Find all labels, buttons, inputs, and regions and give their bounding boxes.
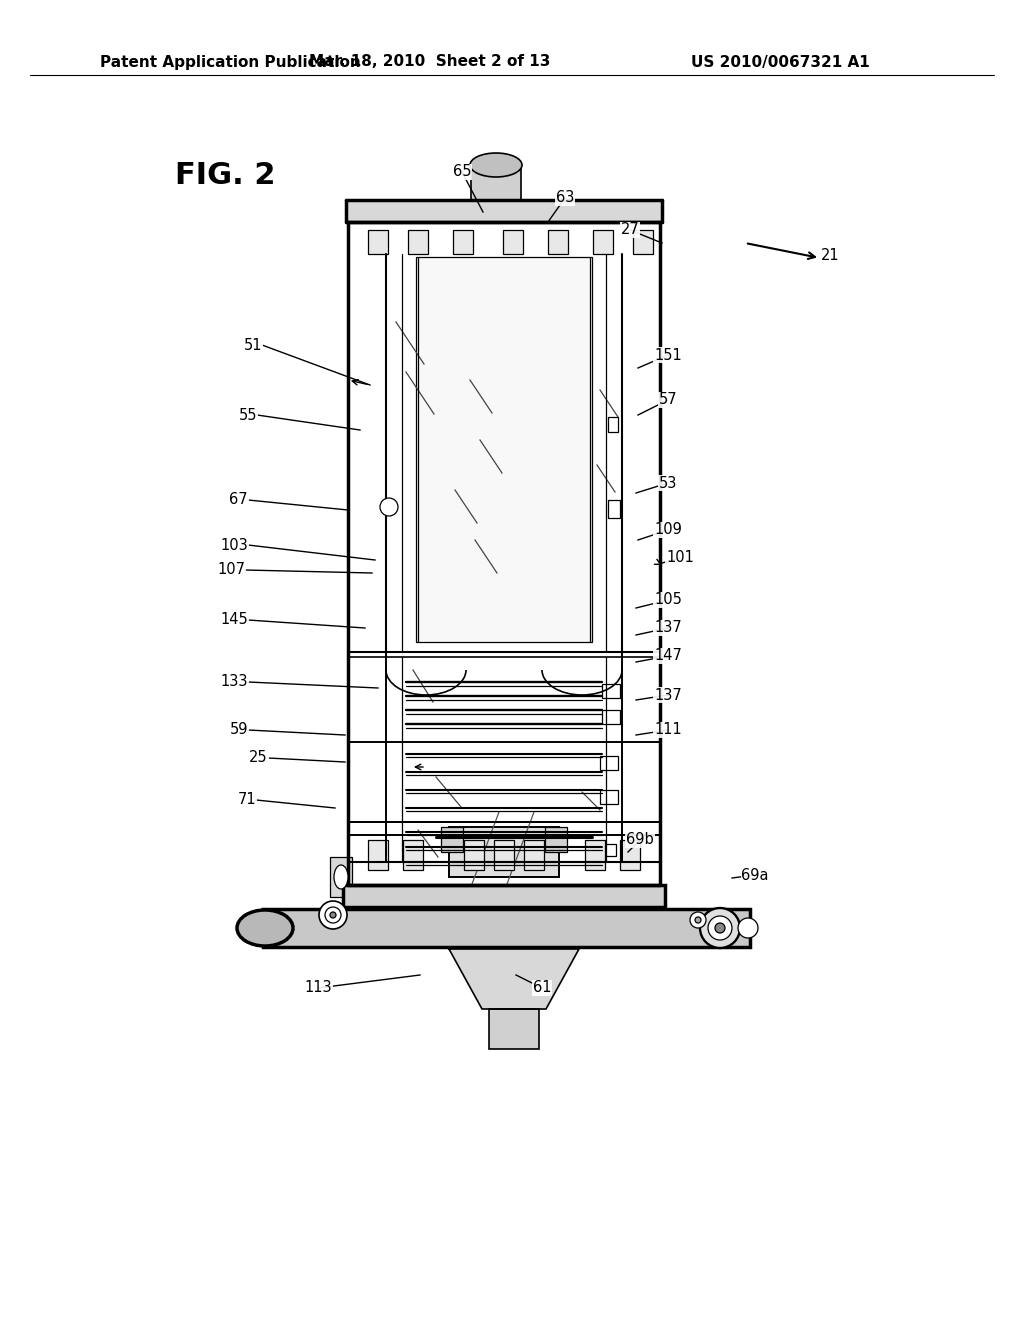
Bar bbox=[453, 230, 473, 253]
Text: 71: 71 bbox=[238, 792, 256, 808]
Bar bbox=[263, 909, 750, 946]
Text: 111: 111 bbox=[654, 722, 682, 738]
Bar bbox=[545, 828, 567, 851]
Circle shape bbox=[319, 902, 347, 929]
Text: 69b: 69b bbox=[626, 833, 654, 847]
Circle shape bbox=[690, 912, 706, 928]
Ellipse shape bbox=[237, 909, 293, 946]
Bar bbox=[368, 840, 388, 870]
Bar bbox=[600, 843, 616, 855]
Text: 21: 21 bbox=[820, 248, 840, 263]
Circle shape bbox=[708, 916, 732, 940]
Text: 151: 151 bbox=[654, 347, 682, 363]
Text: 109: 109 bbox=[654, 523, 682, 537]
Text: 133: 133 bbox=[220, 675, 248, 689]
Text: 55: 55 bbox=[239, 408, 257, 422]
Bar bbox=[403, 840, 423, 870]
Bar bbox=[600, 756, 618, 770]
Bar bbox=[471, 165, 521, 201]
Circle shape bbox=[700, 908, 740, 948]
Bar bbox=[608, 417, 618, 432]
Text: FIG. 2: FIG. 2 bbox=[175, 161, 275, 190]
Bar bbox=[441, 828, 463, 851]
Text: 59: 59 bbox=[229, 722, 248, 738]
Bar bbox=[408, 230, 428, 253]
Circle shape bbox=[330, 912, 336, 917]
Text: 67: 67 bbox=[229, 492, 248, 507]
Text: 53: 53 bbox=[658, 475, 677, 491]
Bar bbox=[602, 684, 620, 698]
Text: 27: 27 bbox=[621, 223, 639, 238]
Text: 103: 103 bbox=[220, 537, 248, 553]
Bar bbox=[494, 840, 514, 870]
Bar bbox=[620, 840, 640, 870]
Bar bbox=[585, 840, 605, 870]
Text: 137: 137 bbox=[654, 688, 682, 702]
Text: Mar. 18, 2010  Sheet 2 of 13: Mar. 18, 2010 Sheet 2 of 13 bbox=[309, 54, 551, 70]
Bar bbox=[416, 257, 592, 642]
Bar bbox=[449, 828, 559, 876]
Bar bbox=[593, 230, 613, 253]
Text: 69a: 69a bbox=[741, 867, 769, 883]
Bar bbox=[602, 710, 620, 723]
Text: 63: 63 bbox=[556, 190, 574, 206]
Polygon shape bbox=[449, 949, 579, 1008]
Text: 51: 51 bbox=[244, 338, 262, 352]
Bar bbox=[368, 230, 388, 253]
Bar bbox=[489, 1008, 539, 1049]
Text: Patent Application Publication: Patent Application Publication bbox=[100, 54, 360, 70]
Ellipse shape bbox=[334, 865, 348, 888]
Text: 57: 57 bbox=[658, 392, 677, 408]
Bar bbox=[548, 230, 568, 253]
Bar bbox=[608, 500, 620, 517]
Ellipse shape bbox=[470, 153, 522, 177]
Bar bbox=[633, 230, 653, 253]
Text: 147: 147 bbox=[654, 648, 682, 664]
Circle shape bbox=[695, 917, 701, 923]
Text: 145: 145 bbox=[220, 612, 248, 627]
Text: 137: 137 bbox=[654, 620, 682, 635]
Circle shape bbox=[325, 907, 341, 923]
Bar bbox=[600, 789, 618, 804]
Bar bbox=[524, 840, 544, 870]
Text: US 2010/0067321 A1: US 2010/0067321 A1 bbox=[691, 54, 870, 70]
Text: 105: 105 bbox=[654, 593, 682, 607]
Circle shape bbox=[738, 917, 758, 939]
Circle shape bbox=[715, 923, 725, 933]
Text: 25: 25 bbox=[250, 751, 268, 766]
Bar bbox=[330, 857, 352, 898]
Bar bbox=[503, 230, 523, 253]
Bar bbox=[343, 884, 665, 907]
Text: 65: 65 bbox=[453, 165, 471, 180]
Text: 107: 107 bbox=[217, 562, 245, 578]
Text: 61: 61 bbox=[532, 981, 551, 995]
Text: 101: 101 bbox=[666, 550, 694, 565]
Text: 113: 113 bbox=[304, 981, 332, 995]
Bar bbox=[346, 201, 662, 222]
Bar bbox=[464, 840, 484, 870]
Circle shape bbox=[380, 498, 398, 516]
